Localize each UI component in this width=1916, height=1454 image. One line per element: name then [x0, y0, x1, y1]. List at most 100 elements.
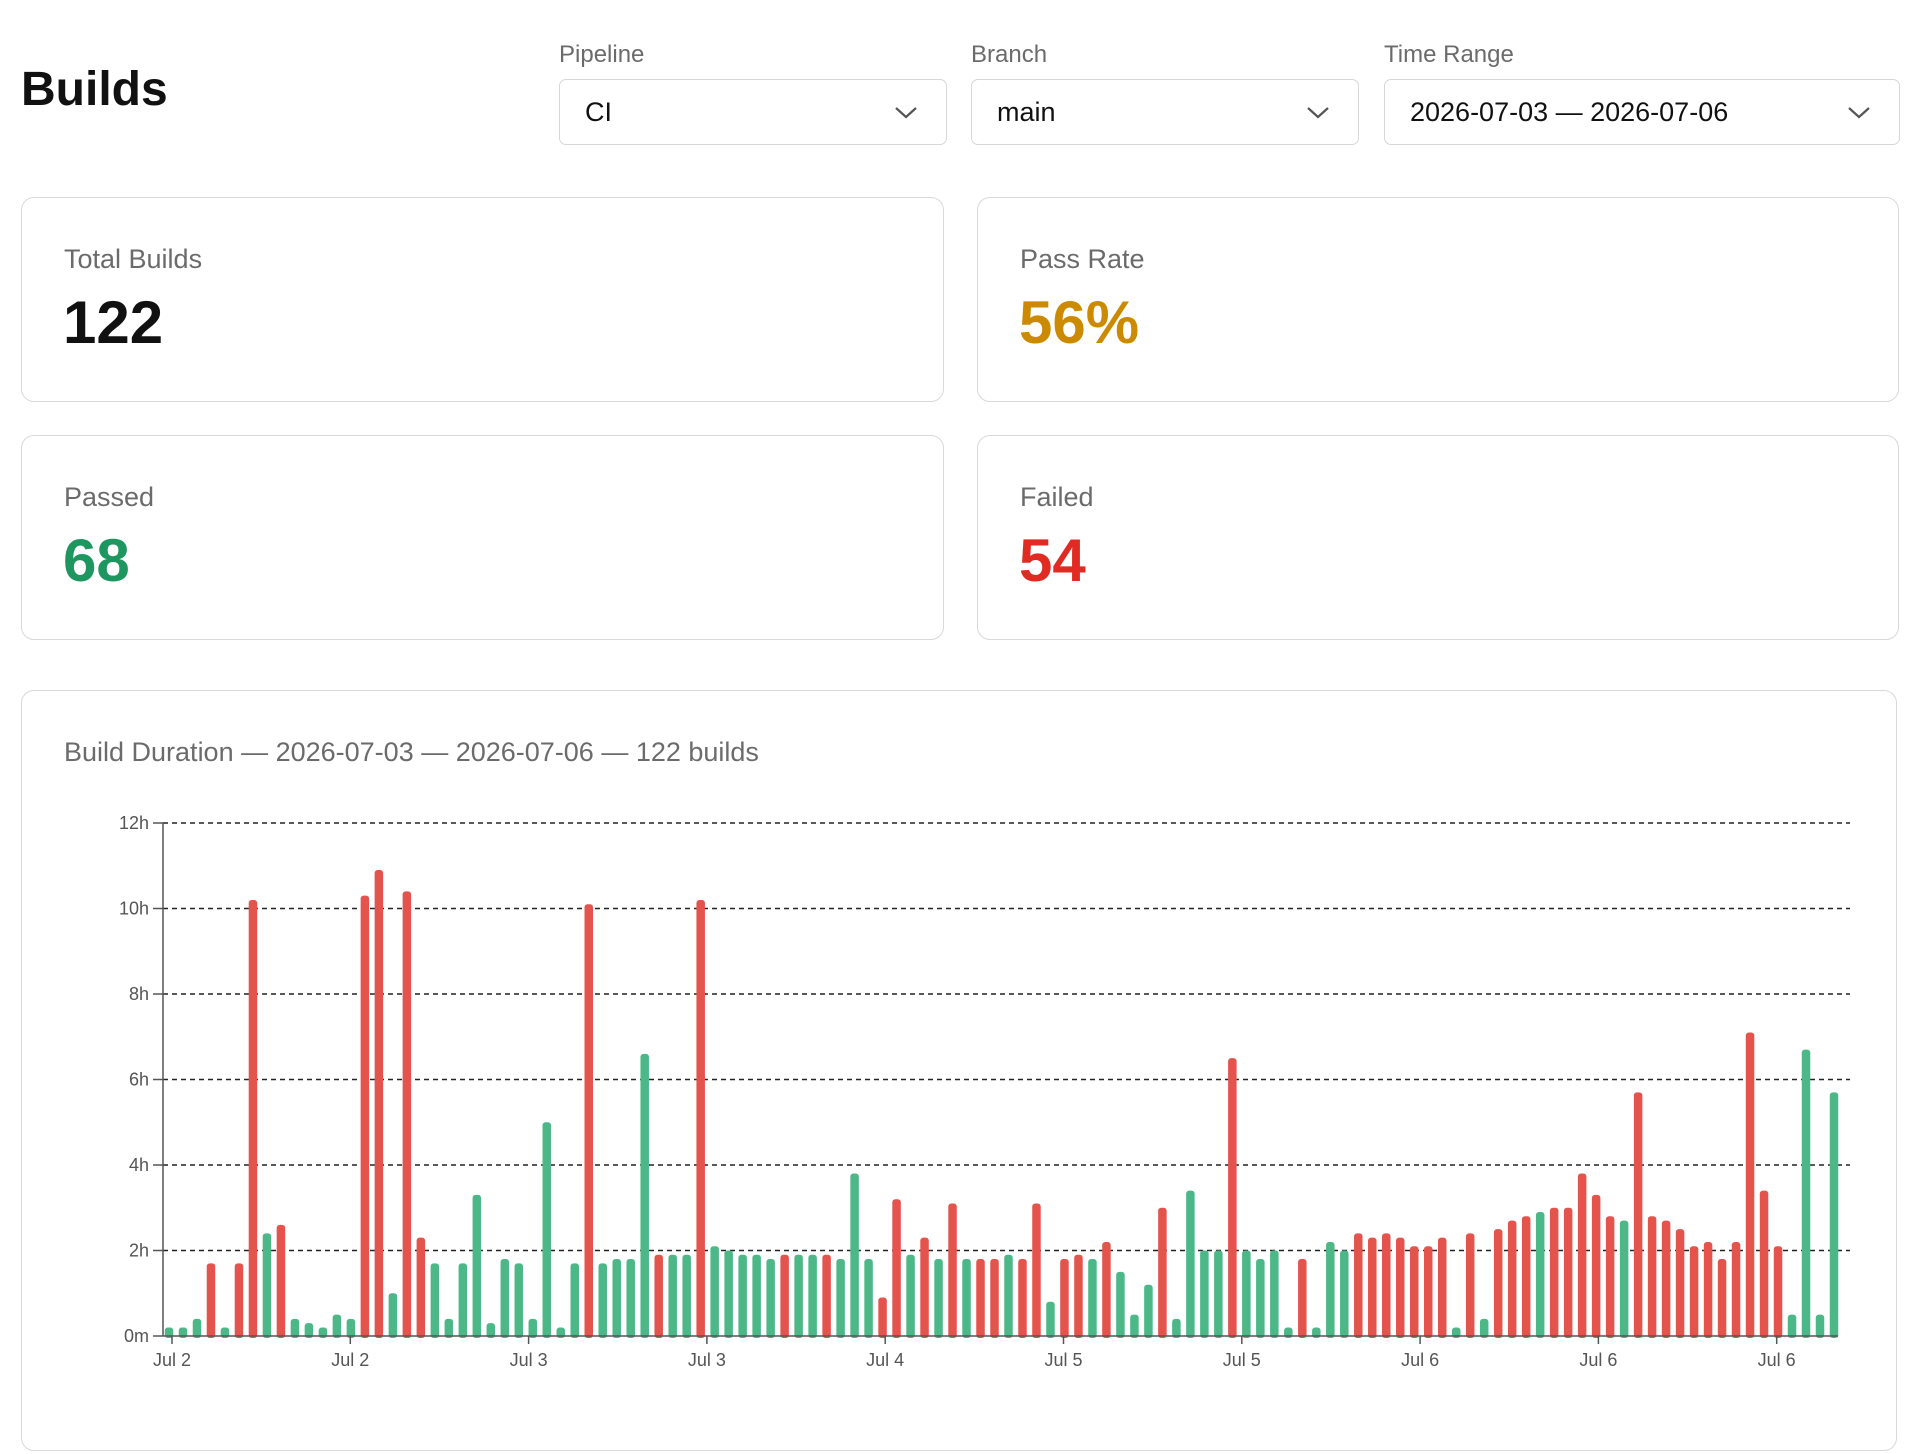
bar-passed: [430, 1263, 440, 1338]
bar-passed: [304, 1323, 314, 1338]
x-tick-label: Jul 5: [1223, 1350, 1261, 1370]
x-tick-label: Jul 4: [866, 1350, 904, 1370]
bar-failed: [1410, 1246, 1419, 1338]
bar-failed: [276, 1224, 286, 1338]
bar-failed: [1060, 1259, 1069, 1338]
bar-passed: [1172, 1318, 1181, 1338]
bar-passed: [710, 1246, 719, 1338]
bar-passed: [1787, 1314, 1797, 1338]
bar-passed: [738, 1254, 747, 1338]
bar-passed: [906, 1254, 915, 1338]
total-builds-label: Total Builds: [64, 244, 203, 274]
bar-failed: [1675, 1229, 1685, 1338]
bar-passed: [346, 1318, 356, 1338]
bar-passed: [444, 1318, 454, 1338]
time-range-select[interactable]: 2026-07-03 — 2026-07-06: [1384, 79, 1900, 145]
time-range-select-value: 2026-07-03 — 2026-07-06: [1410, 97, 1729, 127]
bar-failed: [416, 1237, 426, 1338]
bar-passed: [1144, 1284, 1153, 1338]
bar-failed: [248, 899, 258, 1338]
bar-passed: [1815, 1314, 1825, 1338]
chevron-down-icon: [1307, 107, 1329, 119]
bar-failed: [1074, 1254, 1083, 1338]
bar-passed: [542, 1122, 552, 1338]
bar-passed: [934, 1259, 943, 1338]
bar-passed: [500, 1259, 510, 1338]
bar-failed: [1577, 1173, 1587, 1338]
bar-passed: [1829, 1092, 1839, 1338]
bar-passed: [472, 1194, 482, 1338]
bar-failed: [1102, 1241, 1111, 1338]
bar-failed: [892, 1199, 901, 1338]
bar-failed: [234, 1263, 244, 1338]
bar-passed: [794, 1254, 803, 1338]
bar-passed: [1130, 1314, 1139, 1338]
x-tick-label: Jul 6: [1401, 1350, 1439, 1370]
time-range-filter-label: Time Range: [1384, 41, 1514, 68]
bar-passed: [1619, 1220, 1629, 1338]
passed-value: 68: [63, 527, 130, 594]
bar-passed: [1242, 1250, 1251, 1338]
bar-passed: [1340, 1250, 1349, 1338]
bar-failed: [1437, 1237, 1447, 1338]
bar-failed: [1647, 1216, 1657, 1338]
y-tick-label: 12h: [119, 813, 149, 833]
time-range-filter: Time Range 2026-07-03 — 2026-07-06: [1384, 40, 1900, 145]
bar-passed: [1479, 1318, 1489, 1338]
pipeline-select[interactable]: CI: [559, 79, 947, 145]
bar-passed: [332, 1314, 342, 1338]
bar-failed: [1773, 1246, 1783, 1338]
y-tick-label: 2h: [129, 1241, 149, 1261]
y-tick-label: 6h: [129, 1070, 149, 1090]
pass-rate-label: Pass Rate: [1020, 244, 1145, 274]
bar-passed: [850, 1173, 859, 1338]
chevron-down-icon: [1848, 107, 1870, 119]
bar-passed: [514, 1263, 524, 1338]
bar-failed: [1689, 1246, 1699, 1338]
y-tick-label: 0m: [124, 1326, 149, 1346]
bar-failed: [1423, 1246, 1433, 1338]
pass-rate-value: 56%: [1019, 289, 1140, 356]
bar-passed: [808, 1254, 817, 1338]
bar-passed: [486, 1323, 496, 1338]
branch-filter-label: Branch: [971, 41, 1048, 68]
bar-passed: [864, 1259, 873, 1338]
y-tick-label: 8h: [129, 984, 149, 1004]
bar-failed: [1605, 1216, 1615, 1338]
bar-passed: [458, 1263, 468, 1338]
bar-failed: [1521, 1216, 1531, 1338]
bar-passed: [724, 1250, 733, 1338]
bar-failed: [1228, 1058, 1237, 1338]
bar-passed: [1256, 1259, 1265, 1338]
chevron-down-icon: [895, 107, 917, 119]
bar-passed: [570, 1263, 580, 1338]
bar-failed: [1661, 1220, 1671, 1338]
chart-title: Build Duration — 2026-07-03 — 2026-07-06…: [64, 737, 759, 767]
bar-failed: [1745, 1032, 1755, 1338]
y-tick-label: 4h: [129, 1155, 149, 1175]
passed-label: Passed: [64, 482, 155, 512]
branch-select[interactable]: main: [971, 79, 1359, 145]
x-tick-label: Jul 5: [1044, 1350, 1082, 1370]
bar-passed: [1214, 1250, 1223, 1338]
bar-failed: [1493, 1229, 1503, 1338]
bar-passed: [626, 1259, 635, 1338]
bar-passed: [1270, 1250, 1279, 1338]
bar-passed: [1801, 1049, 1811, 1338]
bar-passed: [1200, 1250, 1209, 1338]
x-tick-label: Jul 2: [153, 1350, 191, 1370]
branch-select-value: main: [997, 97, 1056, 127]
bar-failed: [1158, 1207, 1167, 1338]
bar-failed: [1717, 1259, 1727, 1338]
bar-failed: [780, 1254, 789, 1338]
failed-label: Failed: [1020, 482, 1094, 512]
pass-rate-card: Pass Rate 56%: [977, 197, 1899, 402]
bar-failed: [1382, 1233, 1391, 1338]
bar-failed: [1368, 1237, 1377, 1338]
bar-passed: [640, 1053, 649, 1338]
bar-passed: [682, 1254, 691, 1338]
bar-failed: [1759, 1190, 1769, 1338]
bar-passed: [1116, 1271, 1125, 1338]
bar-passed: [668, 1254, 677, 1338]
passed-card: Passed 68: [21, 435, 944, 640]
